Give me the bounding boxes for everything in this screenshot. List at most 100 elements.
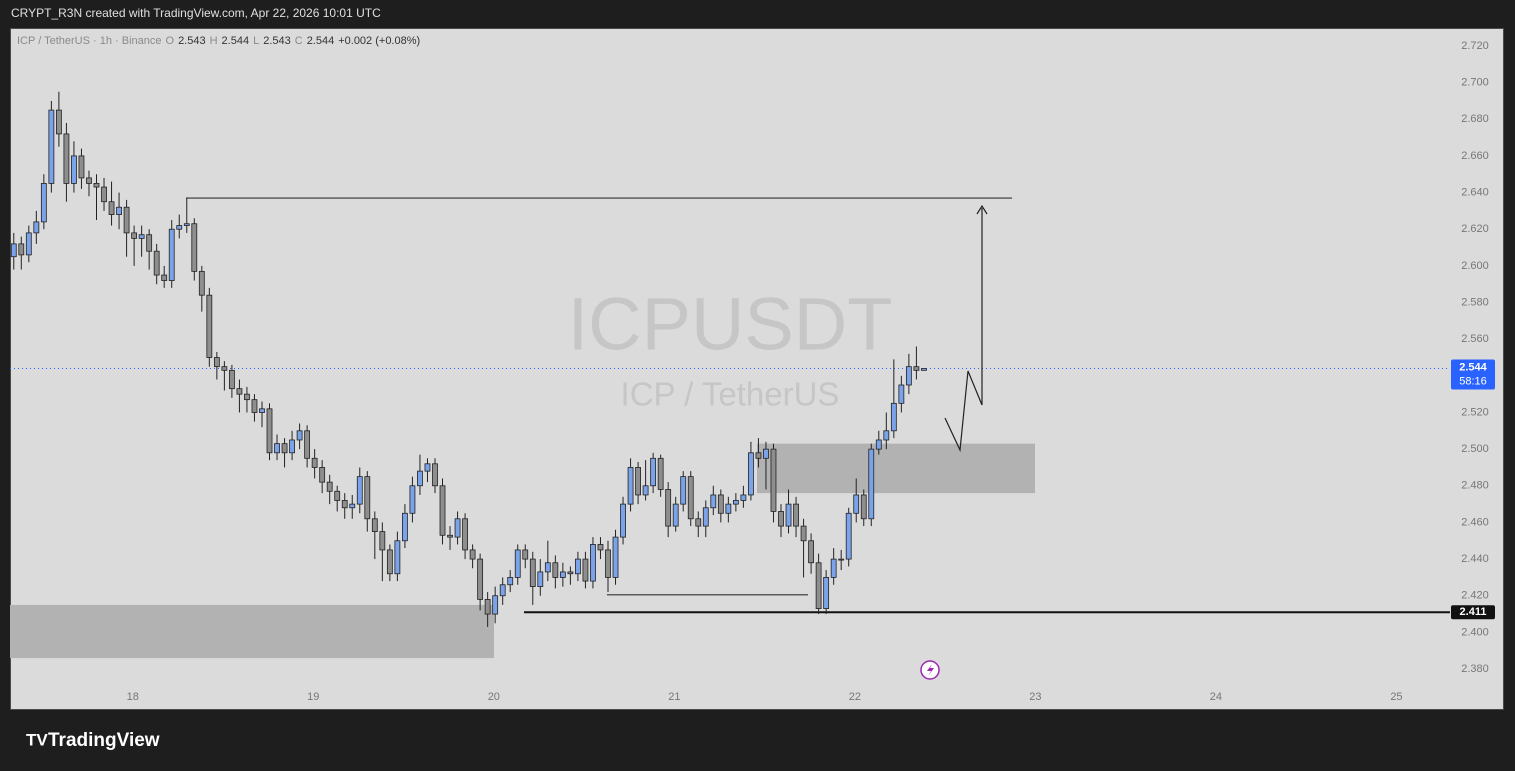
candle-body xyxy=(567,571,574,575)
candle-body xyxy=(763,448,769,459)
candle-body xyxy=(86,177,92,184)
candle-body xyxy=(883,430,890,441)
candle-body xyxy=(702,507,709,527)
candle-body xyxy=(386,549,393,575)
candle-body xyxy=(409,485,416,514)
y-tick-label: 2.640 xyxy=(1461,186,1489,198)
candle-body xyxy=(838,558,845,561)
y-tick-label: 2.700 xyxy=(1461,77,1489,89)
candle-body xyxy=(364,476,371,520)
candle-body xyxy=(462,518,468,551)
candle-body xyxy=(18,243,25,256)
x-tick-label: 18 xyxy=(127,691,139,703)
candle-body xyxy=(890,402,897,432)
countdown-label: 58:16 xyxy=(1459,375,1487,387)
value: 2.544 xyxy=(306,35,335,47)
y-tick-label: 2.600 xyxy=(1461,260,1489,272)
candle-body xyxy=(740,494,747,501)
price-badge-label: 2.544 xyxy=(1459,361,1487,373)
candle-body xyxy=(33,221,40,234)
candle-body xyxy=(680,476,687,505)
label: O xyxy=(165,35,175,47)
candle-body xyxy=(514,549,521,578)
arrow-head xyxy=(976,204,988,215)
candle-body xyxy=(484,599,491,615)
candle-body xyxy=(183,223,190,226)
candle-body xyxy=(815,562,822,609)
candle-body xyxy=(657,457,664,490)
candle-body xyxy=(326,481,333,492)
candle-body xyxy=(304,430,311,459)
candle-body xyxy=(597,544,604,551)
candle-body xyxy=(650,457,657,487)
candle-body xyxy=(507,577,514,586)
candle-body xyxy=(108,201,115,215)
label: L xyxy=(253,35,260,47)
candle-body xyxy=(417,470,423,487)
candle-body xyxy=(612,536,619,578)
candle-body xyxy=(665,489,672,527)
candle-body xyxy=(146,234,153,252)
candle-body xyxy=(635,467,641,496)
candle-body xyxy=(710,494,717,509)
zone xyxy=(757,443,1035,494)
y-tick-label: 2.720 xyxy=(1461,40,1489,52)
candle-body xyxy=(778,511,784,527)
candle-body xyxy=(131,232,138,239)
candle-body xyxy=(394,540,401,575)
candle-body xyxy=(748,452,754,496)
x-tick-label: 20 xyxy=(488,691,500,703)
candle-body xyxy=(875,439,882,450)
y-tick-label: 2.400 xyxy=(1461,626,1489,638)
candle-body xyxy=(55,109,62,135)
price-badge xyxy=(1451,359,1495,390)
candle-body xyxy=(274,443,280,454)
candle-body xyxy=(371,518,378,533)
candle-body xyxy=(605,549,611,578)
candle-body xyxy=(845,512,852,560)
candle-body xyxy=(379,531,386,551)
candle-body xyxy=(559,571,566,578)
y-tick-label: 2.500 xyxy=(1461,443,1489,455)
candle-body xyxy=(191,223,198,272)
candle-body xyxy=(687,476,694,520)
candle-body xyxy=(695,518,702,527)
candle-body xyxy=(529,558,536,587)
candle-body xyxy=(808,540,814,564)
candle-body xyxy=(221,366,228,371)
x-tick-label: 24 xyxy=(1210,691,1222,703)
candle-body xyxy=(732,500,739,505)
y-tick-label: 2.520 xyxy=(1461,406,1489,418)
candle-body xyxy=(590,544,596,582)
y-tick-label: 2.560 xyxy=(1461,333,1489,345)
x-tick-label: 19 xyxy=(307,691,319,703)
candle-body xyxy=(898,384,905,404)
candle-body xyxy=(101,186,107,203)
candle-body xyxy=(454,518,461,538)
plot-layer: 2.380 2.400 2.420 2.440 2.460 2.480 2.500 2.520… xyxy=(10,40,1495,703)
y-tick-label: 2.580 xyxy=(1461,296,1489,308)
label: C xyxy=(294,35,303,47)
candle-body xyxy=(236,388,243,395)
candle-body xyxy=(537,571,544,587)
value: 2.543 xyxy=(178,35,206,47)
candle-body xyxy=(552,562,559,578)
candle-body xyxy=(266,408,273,454)
candle-body xyxy=(627,467,634,505)
watermark-subtitle: ICP / TetherUS xyxy=(621,376,840,413)
y-tick-label: 2.440 xyxy=(1461,553,1489,565)
candle-body xyxy=(123,206,130,234)
label: H xyxy=(209,35,218,47)
candle-body xyxy=(25,232,32,256)
candle-body xyxy=(40,183,47,223)
value: 2.543 xyxy=(263,35,291,47)
candle-body xyxy=(853,494,860,514)
candle-body xyxy=(800,525,807,542)
candle-body xyxy=(259,408,265,413)
brand-logo: TV xyxy=(26,730,48,749)
candle-body xyxy=(492,595,499,615)
y-tick-label: 2.480 xyxy=(1461,480,1489,492)
candle-body xyxy=(63,133,70,184)
